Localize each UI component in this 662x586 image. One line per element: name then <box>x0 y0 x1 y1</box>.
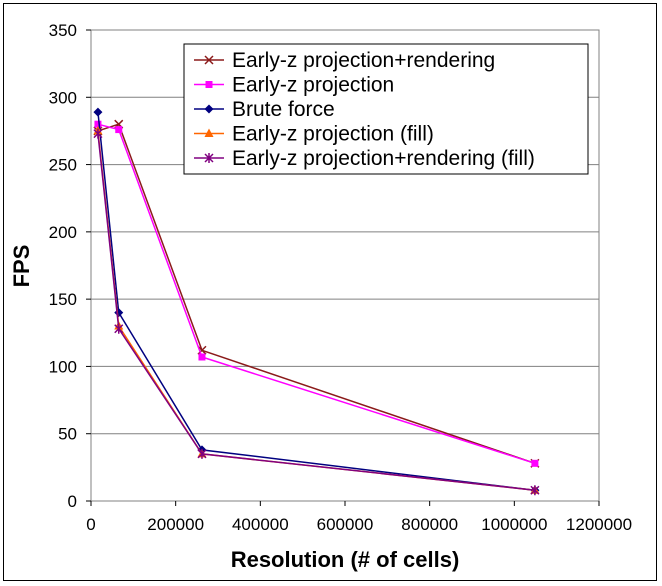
x-tick-label: 1200000 <box>566 515 632 534</box>
legend-label: Early-z projection (fill) <box>232 123 434 146</box>
legend-item: Brute force <box>194 98 335 121</box>
data-point <box>531 459 539 467</box>
y-tick-label: 200 <box>49 223 77 242</box>
data-point <box>114 323 124 334</box>
legend-marker <box>205 81 213 88</box>
y-tick-label: 250 <box>49 156 77 175</box>
legend-marker <box>204 153 214 163</box>
data-point <box>94 120 102 128</box>
x-axis-label: Resolution (# of cells) <box>231 547 460 572</box>
legend-marker <box>204 55 214 65</box>
y-tick-label: 100 <box>49 357 77 376</box>
y-tick-label: 50 <box>58 425 77 444</box>
legend-item: Early-z projection+rendering <box>194 49 495 72</box>
legend-item: Early-z projection+rendering (fill) <box>194 147 535 170</box>
series-line <box>97 112 535 491</box>
legend-item: Early-z projection <box>194 74 394 97</box>
legend-label: Early-z projection+rendering <box>232 49 495 72</box>
legend-box <box>183 43 589 175</box>
legend-label: Early-z projection <box>232 74 394 97</box>
x-tick-label: 600000 <box>317 515 374 534</box>
data-point <box>93 107 103 117</box>
x-axis-ticks: 0 200000 400000 600000 800000 1000000 1200000 <box>86 501 632 534</box>
x-tick-label: 1000000 <box>481 515 547 534</box>
series-line <box>97 133 535 491</box>
legend-label: Brute force <box>232 98 335 121</box>
y-axis-ticks: 0 50 100 150 200 250 300 350 <box>49 21 91 511</box>
y-tick-label: 300 <box>49 88 77 107</box>
y-tick-label: 150 <box>49 290 77 309</box>
data-point <box>197 448 207 459</box>
legend-marker <box>204 128 214 137</box>
x-tick-label: 0 <box>86 515 95 534</box>
data-point <box>93 128 103 139</box>
y-tick-label: 350 <box>49 21 77 40</box>
y-axis-label: FPS <box>9 245 34 288</box>
data-point <box>530 485 540 496</box>
x-tick-label: 800000 <box>401 515 458 534</box>
data-point <box>115 126 123 134</box>
series-line <box>97 123 536 465</box>
x-tick-label: 200000 <box>147 515 204 534</box>
series-layer <box>93 107 540 496</box>
legend-marker <box>204 104 214 114</box>
series-2 <box>94 120 539 467</box>
legend-item: Early-z projection (fill) <box>194 123 434 146</box>
y-tick-label: 0 <box>68 492 77 511</box>
legend-label: Early-z projection+rendering (fill) <box>232 147 535 170</box>
series-5 <box>93 128 540 496</box>
x-tick-label: 400000 <box>232 515 289 534</box>
data-point <box>198 353 206 361</box>
